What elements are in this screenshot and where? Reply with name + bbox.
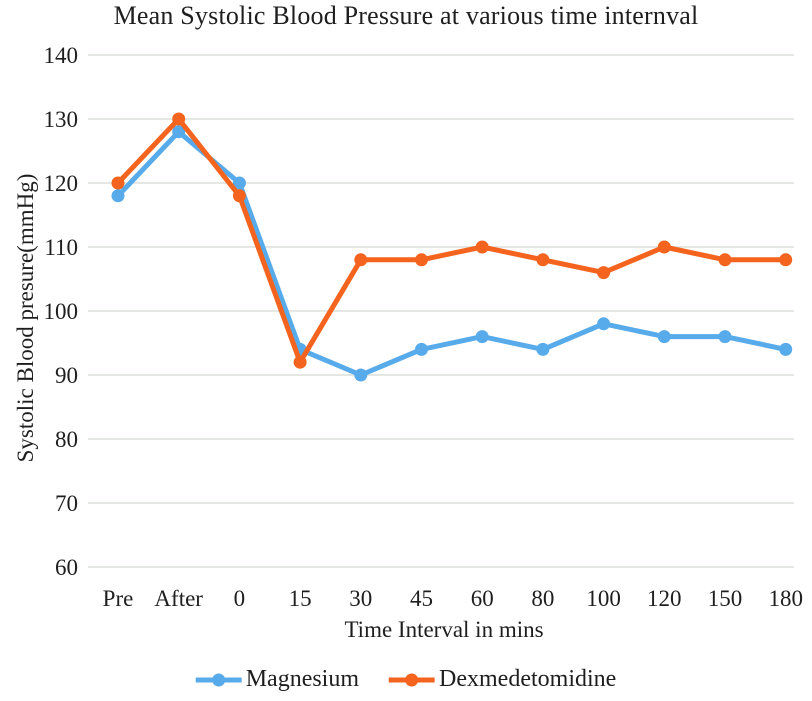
dexmedetomidine-point: [415, 253, 428, 267]
magnesium-legend-marker-icon: [195, 673, 242, 686]
dexmedetomidine-point: [354, 253, 368, 267]
legend-label-magnesium: Magnesium: [245, 666, 360, 692]
dexmedetomidine-legend-dot: [405, 673, 419, 686]
y-tick-label: 130: [44, 107, 79, 132]
y-tick-label: 110: [44, 235, 78, 260]
dexmedetomidine-point: [293, 355, 307, 369]
x-tick-label: 15: [289, 586, 312, 611]
legend-item-magnesium: Magnesium: [195, 666, 360, 693]
magnesium-point: [718, 330, 732, 344]
dexmedetomidine-point: [111, 176, 125, 190]
chart-title: Mean Systolic Blood Pressure at various …: [113, 1, 699, 30]
magnesium-point: [475, 330, 489, 344]
dexmedetomidine-point: [536, 253, 550, 267]
y-tick-label: 80: [55, 427, 78, 452]
magnesium-line: [115, 129, 789, 378]
y-tick-label: 70: [55, 491, 78, 516]
x-tick-label: 150: [708, 586, 743, 611]
dexmedetomidine-point: [232, 189, 246, 203]
magnesium-point: [657, 330, 671, 344]
x-tick-label: 80: [531, 586, 554, 611]
magnesium-point: [597, 317, 611, 331]
legend: Magnesium Dexmedetomidine: [195, 666, 616, 693]
y-tick-label: 140: [44, 43, 79, 68]
y-tick-label: 100: [44, 299, 79, 324]
magnesium-point: [232, 176, 246, 190]
x-tick-label: After: [154, 586, 203, 611]
dexmedetomidine-point: [475, 240, 489, 254]
magnesium-legend-dot: [212, 673, 226, 686]
x-axis-label: Time Interval in mins: [344, 617, 544, 642]
dexmedetomidine-point: [597, 266, 611, 280]
x-tick-label: 60: [471, 586, 494, 611]
magnesium-point: [779, 342, 793, 356]
x-tick-label: 45: [410, 586, 433, 611]
dexmedetomidine-legend-marker-icon: [389, 673, 436, 686]
dexmedetomidine-line: [115, 116, 789, 365]
x-tick-label: 100: [586, 586, 621, 611]
y-tick-label: 120: [44, 171, 79, 196]
legend-item-dexmedetomidine: Dexmedetomidine: [389, 666, 616, 693]
x-tick-label: 0: [234, 586, 246, 611]
magnesium-point: [536, 342, 550, 356]
magnesium-point: [415, 342, 428, 356]
y-tick-label: 90: [55, 363, 78, 388]
dexmedetomidine-point: [657, 240, 671, 254]
dexmedetomidine-point: [718, 253, 732, 267]
legend-label-dexmedetomidine: Dexmedetomidine: [439, 666, 617, 692]
y-tick-label: 60: [55, 555, 78, 580]
x-tick-label: 180: [768, 586, 803, 611]
x-tick-label: Pre: [103, 586, 134, 611]
dexmedetomidine-point: [779, 253, 793, 267]
x-tick-label: 30: [349, 586, 372, 611]
magnesium-point: [172, 125, 186, 139]
dexmedetomidine-point: [172, 112, 186, 126]
x-tick-label: 120: [647, 586, 682, 611]
magnesium-point: [354, 368, 368, 382]
magnesium-point: [111, 189, 125, 203]
